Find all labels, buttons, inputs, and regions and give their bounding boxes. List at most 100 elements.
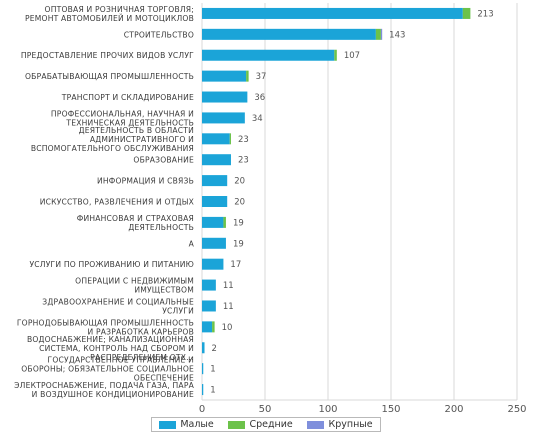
category-label-line: ОБРАЗОВАНИЕ [133, 156, 194, 165]
total-label: 2 [212, 344, 217, 354]
category-label: ИСКУССТВО, РАЗВЛЕЧЕНИЯ И ОТДЫХ [40, 198, 194, 207]
category-label-line: ОПЕРАЦИИ С НЕДВИЖИМЫМ [75, 277, 194, 286]
bar-segment-1[interactable] [462, 7, 471, 19]
category-label-line: РАСПРЕДЕЛЕНИЕМ ОТХ... [90, 353, 194, 362]
bar-segment-0[interactable] [202, 321, 213, 333]
category-label: ПРЕДОСТАВЛЕНИЕ ПРОЧИХ ВИДОВ УСЛУГ [21, 51, 194, 60]
total-label: 17 [230, 260, 241, 270]
category-label-line: УСЛУГИ [162, 306, 194, 315]
category-label-line: И ВОЗДУШНОЕ КОНДИЦИОНИРОВАНИЕ [32, 390, 194, 399]
total-label: 37 [256, 72, 267, 82]
x-tick-label: 150 [381, 404, 400, 415]
category-label-line: ВСПОМОГАТЕЛЬНОГО ОБСЛУЖИВАНИЯ [31, 144, 194, 153]
category-label-line: ИСКУССТВО, РАЗВЛЕЧЕНИЯ И ОТДЫХ [40, 198, 194, 207]
category-label-line: СИСТЕМА, КОНТРОЛЬ НАД СБОРОМ И [39, 344, 194, 353]
total-label: 23 [238, 135, 249, 145]
bar-segment-0[interactable] [202, 216, 224, 228]
total-label: 20 [234, 177, 245, 187]
legend-swatch-large [307, 420, 325, 429]
bar-segment-0[interactable] [202, 133, 230, 145]
bar-segment-0[interactable] [202, 384, 204, 396]
bars [202, 7, 471, 396]
bar-segment-2[interactable] [380, 28, 383, 40]
bar-segment-1[interactable] [334, 49, 337, 61]
bar-segment-0[interactable] [202, 363, 204, 375]
category-labels: ОПТОВАЯ И РОЗНИЧНАЯ ТОРГОВЛЯ; РЕМОНТ АВТО… [14, 5, 194, 399]
legend-item-medium[interactable]: Средние [228, 419, 293, 430]
total-label: 19 [233, 218, 244, 228]
category-label-line: ТРАНСПОРТ И СКЛАДИРОВАНИЕ [61, 93, 194, 102]
x-tick-label: 0 [199, 404, 205, 415]
category-label: ВОДОСНАБЖЕНИЕ; КАНАЛИЗАЦИОННАЯ СИСТЕМА, К… [27, 335, 194, 362]
category-label-line: И РАЗРАБОТКА КАРЬЕРОВ [88, 327, 194, 336]
x-tick-label: 200 [444, 404, 463, 415]
category-label-line: ОБРАБАТЫВАЮЩАЯ ПРОМЫШЛЕННОСТЬ [25, 72, 194, 81]
category-label: УСЛУГИ ПО ПРОЖИВАНИЮ И ПИТАНИЮ [29, 260, 194, 269]
category-label-line: ОБОРОНЫ; ОБЯЗАТЕЛЬНОЕ СОЦИАЛЬНОЕ [21, 365, 194, 374]
x-tick-label: 50 [259, 404, 272, 415]
category-label-line: ОПТОВАЯ И РОЗНИЧНАЯ ТОРГОВЛЯ; [45, 5, 194, 14]
category-label-line: СТРОИТЕЛЬСТВО [124, 30, 194, 39]
total-label: 20 [234, 198, 245, 208]
bar-segment-1[interactable] [246, 70, 249, 82]
category-label: A [189, 239, 195, 248]
bar-segment-1[interactable] [212, 321, 215, 333]
category-label-line: ЗДРАВООХРАНЕНИЕ И СОЦИАЛЬНЫЕ [42, 297, 194, 306]
category-label-line: ДЕЯТЕЛЬНОСТЬ В ОБЛАСТИ [79, 126, 194, 135]
total-label: 107 [344, 51, 360, 61]
bar-segment-1[interactable] [375, 28, 381, 40]
bar-segment-0[interactable] [202, 28, 376, 40]
bar-segment-0[interactable] [202, 175, 228, 187]
category-label: ГОРНОДОБЫВАЮЩАЯ ПРОМЫШЛЕННОСТЬ И РАЗРАБОТ… [17, 318, 194, 336]
x-axis-ticks: 0 50 100 150 200 250 [199, 404, 527, 415]
total-label: 213 [477, 9, 493, 19]
bar-segment-0[interactable] [202, 91, 248, 103]
category-label-line: ИМУЩЕСТВОМ [134, 286, 194, 295]
legend-item-small[interactable]: Малые [159, 419, 214, 430]
legend-label-small: Малые [180, 419, 214, 430]
category-label-line: АДМИНИСТРАТИВНОГО И [90, 135, 194, 144]
total-label: 11 [223, 302, 234, 312]
category-label-line: ДЕЯТЕЛЬНОСТЬ [128, 223, 194, 232]
total-label: 1 [210, 386, 215, 396]
total-label: 11 [223, 281, 234, 291]
category-label-line: ИНФОРМАЦИЯ И СВЯЗЬ [97, 177, 194, 186]
total-label: 10 [222, 323, 233, 333]
category-label: ДЕЯТЕЛЬНОСТЬ В ОБЛАСТИ АДМИНИСТРАТИВНОГО … [31, 126, 194, 153]
bar-segment-0[interactable] [202, 70, 247, 82]
category-label: ОБРАБАТЫВАЮЩАЯ ПРОМЫШЛЕННОСТЬ [25, 72, 194, 81]
bar-segment-1[interactable] [229, 133, 231, 145]
legend-item-large[interactable]: Крупные [307, 419, 373, 430]
total-label: 1 [210, 365, 215, 375]
total-label: 23 [238, 156, 249, 166]
bar-segment-0[interactable] [202, 196, 228, 207]
bar-segment-0[interactable] [202, 279, 216, 291]
bar-segment-0[interactable] [202, 258, 224, 270]
category-label: ИНФОРМАЦИЯ И СВЯЗЬ [97, 177, 194, 186]
legend: Малые Средние Крупные [151, 417, 381, 432]
bar-segment-0[interactable] [202, 342, 205, 354]
total-label: 19 [233, 239, 244, 249]
total-label: 36 [254, 93, 265, 103]
category-label-line: РЕМОНТ АВТОМОБИЛЕЙ И МОТОЦИКЛОВ [25, 14, 194, 23]
category-label-line: ФИНАНСОВАЯ И СТРАХОВАЯ [77, 214, 194, 223]
category-label: ОПЕРАЦИИ С НЕДВИЖИМЫМ ИМУЩЕСТВОМ [75, 277, 194, 295]
bar-segment-0[interactable] [202, 237, 226, 249]
x-tick-label: 250 [507, 404, 526, 415]
category-label-line: ОБЕСПЕЧЕНИЕ [134, 374, 194, 383]
category-label: ГОСУДАРСТВЕННОЕ УПРАВЛЕНИЕ И ОБОРОНЫ; ОБЯ… [21, 356, 194, 383]
bar-segment-0[interactable] [202, 49, 335, 61]
category-label: ОБРАЗОВАНИЕ [133, 156, 194, 165]
bar-segment-1[interactable] [223, 216, 226, 228]
category-label: ФИНАНСОВАЯ И СТРАХОВАЯ ДЕЯТЕЛЬНОСТЬ [77, 214, 194, 232]
bar-segment-0[interactable] [202, 7, 463, 19]
category-label-line: ВОДОСНАБЖЕНИЕ; КАНАЛИЗАЦИОННАЯ [27, 335, 194, 344]
bar-segment-0[interactable] [202, 300, 216, 312]
bar-segment-0[interactable] [202, 154, 231, 166]
category-label: СТРОИТЕЛЬСТВО [124, 30, 194, 39]
bar-segment-0[interactable] [202, 112, 245, 124]
legend-swatch-medium [228, 420, 246, 429]
x-tick-label: 100 [318, 404, 337, 415]
gridlines [201, 3, 518, 401]
